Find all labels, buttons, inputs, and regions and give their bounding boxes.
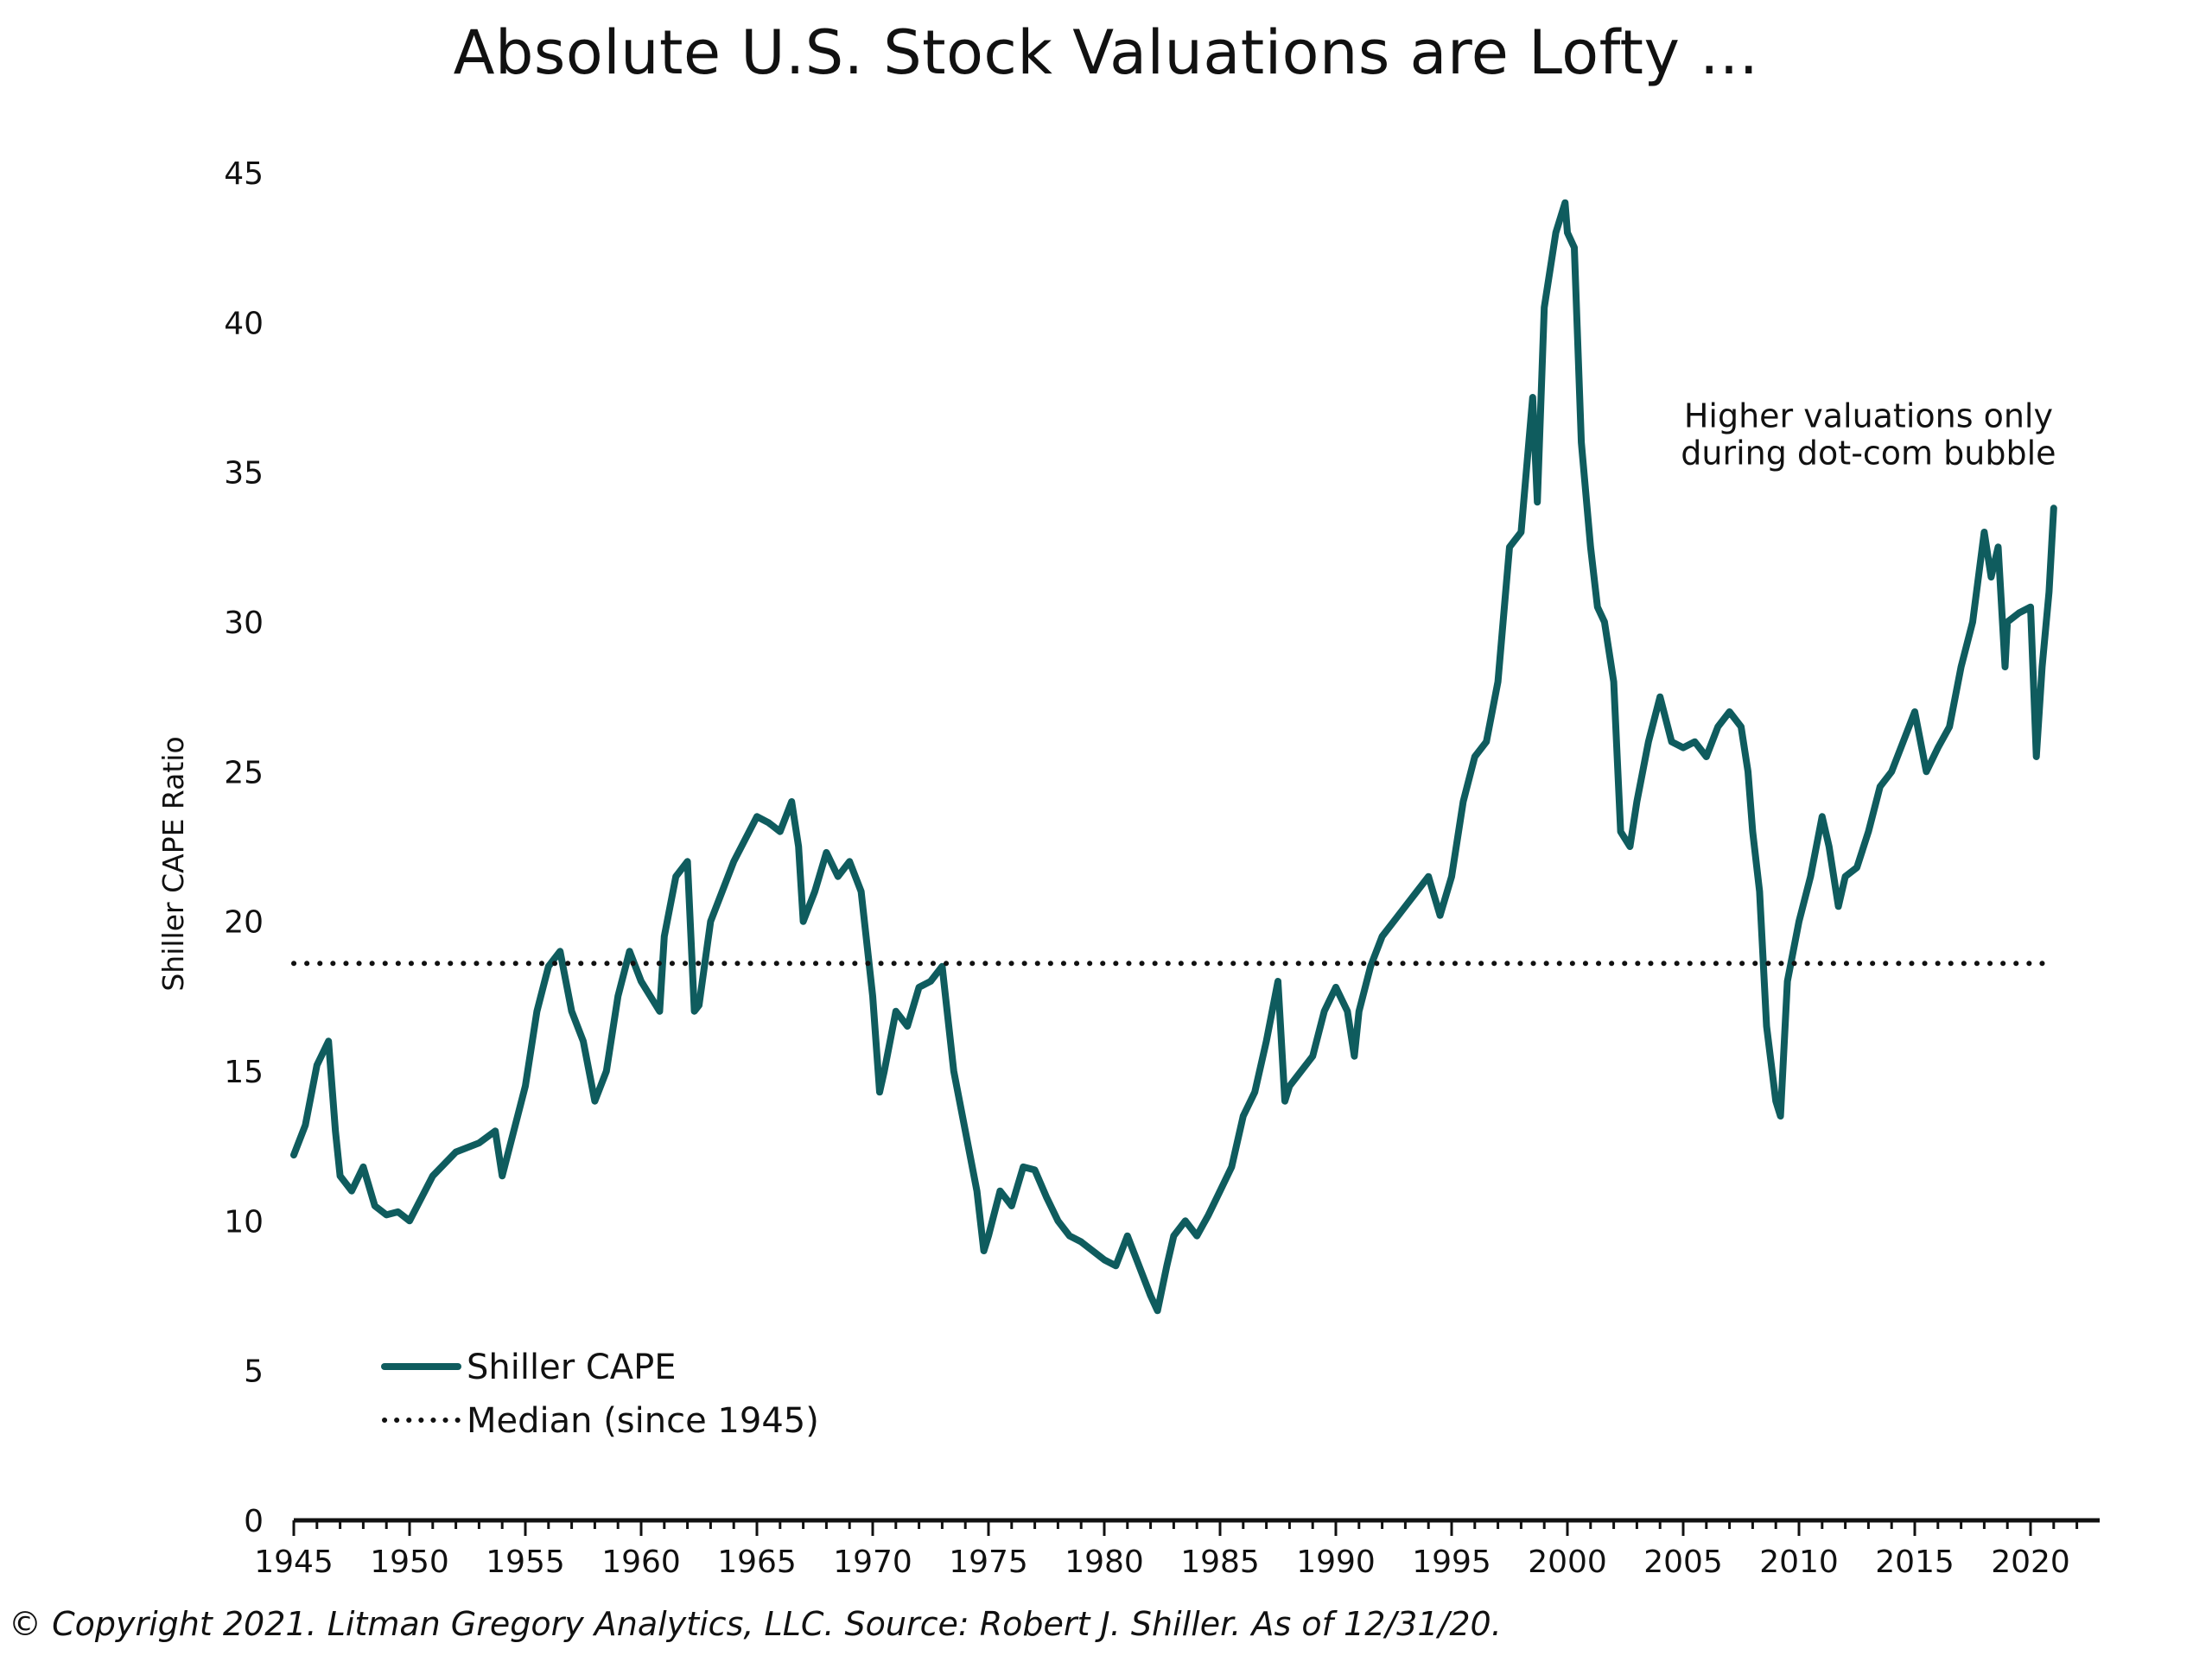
x-axis: 1945 1950 1955 1960 1965 1970 1975 1980 1985 1990… [254,1518,2100,1580]
x-tick-label: 1980 [1065,1545,1144,1580]
x-tick-label: 1990 [1296,1545,1376,1580]
x-tick-label: 2015 [1875,1545,1955,1580]
legend-label: Median (since 1945) [467,1401,819,1441]
y-axis-ticks: 0 5 10 15 20 25 30 35 40 45 [224,156,264,1539]
x-tick-label: 2005 [1643,1545,1723,1580]
annotation-text: Higher valuations only during dot-com bub… [1681,397,2056,473]
chart-title: Absolute U.S. Stock Valuations are Lofty… [453,17,1759,88]
cape-line [290,199,2057,1315]
y-tick-label: 10 [224,1204,264,1240]
annotation-layer: Higher valuations only during dot-com bub… [1681,397,2056,473]
x-tick-label: 1960 [601,1545,681,1580]
y-tick-label: 30 [224,606,264,641]
x-tick-label: 1985 [1180,1545,1260,1580]
y-tick-label: 40 [224,306,264,341]
y-tick-label: 35 [224,456,264,492]
x-tick-label: 1975 [949,1545,1028,1580]
x-tick-label: 1965 [717,1545,797,1580]
series-layer [290,199,2057,1315]
y-axis-label: Shiller CAPE Ratio [156,736,190,991]
x-tick-label: 1995 [1412,1545,1491,1580]
y-tick-label: 45 [224,156,264,192]
x-tick-label: 1950 [370,1545,449,1580]
x-tick-label: 2010 [1759,1545,1839,1580]
y-tick-label: 15 [224,1055,264,1090]
x-tick-label: 1955 [486,1545,565,1580]
x-tick-label: 2000 [1528,1545,1607,1580]
copyright-footer: © Copyright 2021. Litman Gregory Analyti… [9,1605,1502,1643]
y-tick-label: 25 [224,755,264,790]
y-tick-label: 5 [244,1354,264,1390]
legend: Shiller CAPE Median (since 1945) [381,1348,819,1441]
x-tick-label: 1970 [833,1545,912,1580]
legend-label: Shiller CAPE [467,1348,677,1387]
y-tick-label: 0 [244,1504,264,1539]
x-tick-label: 2020 [1991,1545,2070,1580]
y-tick-label: 20 [224,905,264,941]
x-tick-label: 1945 [254,1545,334,1580]
